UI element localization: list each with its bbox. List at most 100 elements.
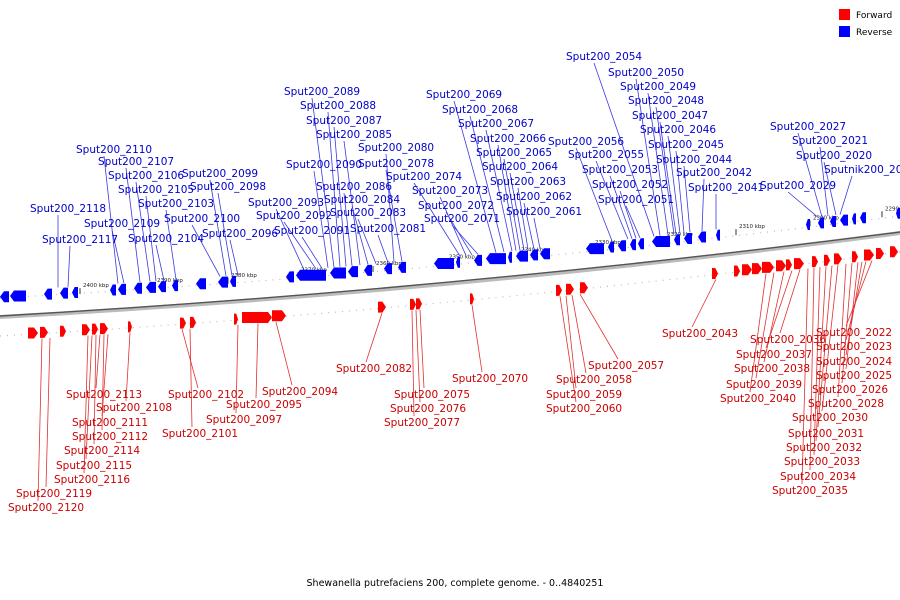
gene-arrow (384, 263, 392, 275)
reverse-gene-label: Sput200_2109 (84, 218, 160, 230)
gene-arrow (196, 278, 206, 290)
gene-arrow (716, 229, 720, 241)
gene-arrow (652, 236, 670, 248)
forward-gene-label: Sput200_2115 (56, 460, 132, 472)
forward-gene-label: Sput200_2111 (72, 417, 148, 429)
forward-leader-line (755, 272, 775, 379)
reverse-leader-line (229, 239, 239, 276)
gene-arrow (146, 281, 156, 293)
reverse-gene-label: Sput200_2069 (426, 89, 502, 101)
gene-arrow (82, 324, 90, 336)
gene-arrow (630, 239, 636, 251)
forward-leader-line (841, 263, 853, 384)
reverse-gene-label: Sput200_2061 (506, 206, 582, 218)
reverse-gene-label: Sput200_2105 (118, 184, 194, 196)
forward-leader-line (837, 263, 847, 398)
scale-tick-label: 2320 kbp (667, 232, 693, 238)
reverse-leader-line (839, 175, 853, 215)
forward-leader-line (813, 267, 821, 456)
legend-forward-swatch (839, 9, 850, 20)
reverse-gene-label: Sput200_2050 (608, 67, 684, 79)
reverse-leader-line (823, 161, 837, 216)
gene-arrow (434, 258, 454, 270)
forward-leader-line (85, 335, 93, 460)
reverse-leader-line (343, 140, 361, 266)
gene-arrow (776, 260, 786, 272)
reverse-gene-label: Sput200_2041 (688, 182, 764, 194)
gene-arrow (410, 298, 416, 310)
reverse-leader-line (503, 158, 521, 251)
forward-gene-label: Sput200_2076 (390, 403, 466, 415)
gene-arrow (712, 267, 718, 279)
forward-leader-line (763, 271, 785, 363)
gene-arrow (348, 266, 358, 278)
forward-leader-line (411, 310, 415, 417)
forward-leader-line (101, 334, 105, 431)
forward-leader-line (95, 334, 101, 389)
reverse-gene-label: Sput200_2081 (350, 223, 426, 235)
reverse-gene-label: Sput200_2048 (628, 95, 704, 107)
gene-arrow (92, 323, 98, 335)
reverse-gene-label: Sput200_2118 (30, 203, 106, 215)
reverse-leader-line (453, 100, 497, 253)
scale-tick-label: 2390 kbp (157, 278, 183, 284)
gene-features (0, 207, 900, 339)
gene-arrow (824, 254, 830, 266)
reverse-leader-line (327, 111, 341, 267)
reverse-gene-label: Sput200_2099 (182, 168, 258, 180)
forward-leader-line (571, 294, 587, 374)
scale-tick-label: 2400 kbp (83, 283, 109, 289)
reverse-leader-line (283, 221, 317, 270)
reverse-gene-label: Sput200_2093 (248, 197, 324, 209)
gene-arrow (638, 238, 644, 250)
reverse-leader-line (469, 115, 505, 252)
gene-arrow (896, 207, 900, 219)
forward-gene-label: Sput200_2039 (726, 379, 802, 391)
reverse-gene-label: Sput200_2066 (470, 133, 546, 145)
reverse-gene-label: Sput200_2052 (592, 179, 668, 191)
reverse-gene-label: Sput200_2090 (286, 159, 362, 171)
forward-gene-label: Sput200_2037 (736, 349, 812, 361)
gene-arrow (508, 251, 512, 263)
gene-arrow (742, 264, 752, 276)
gene-arrow (864, 249, 874, 261)
gene-arrow (378, 301, 386, 313)
reverse-gene-label: Sput200_2029 (760, 180, 836, 192)
gene-arrow (530, 249, 538, 261)
legend-reverse-swatch (839, 26, 850, 37)
scale-tick-label: 2330 kbp (595, 240, 621, 246)
gene-arrow (762, 261, 774, 273)
gene-arrow (890, 246, 898, 258)
scale-tick-label: 2350 kbp (449, 254, 475, 260)
gene-arrow (230, 275, 236, 287)
reverse-leader-line (165, 209, 177, 280)
reverse-leader-line (497, 144, 517, 251)
reverse-leader-line (351, 205, 369, 265)
forward-gene-label: Sput200_2075 (394, 389, 470, 401)
gene-arrow (398, 261, 406, 273)
gene-arrow (60, 287, 68, 299)
reverse-leader-line (67, 245, 71, 287)
gene-arrow (134, 282, 142, 294)
forward-gene-label: Sput200_2077 (384, 417, 460, 429)
reverse-leader-line (683, 165, 691, 233)
backbone-line (0, 231, 900, 317)
forward-leader-line (565, 295, 577, 389)
forward-leader-line (471, 304, 483, 373)
gene-arrow (190, 316, 196, 328)
forward-leader-line (821, 264, 839, 412)
reverse-leader-line (191, 224, 221, 277)
genome-caption: Shewanella putrefaciens 200, complete ge… (307, 578, 604, 589)
gene-arrow (456, 256, 460, 268)
gene-arrow (242, 312, 272, 324)
forward-gene-label: Sput200_2034 (780, 471, 856, 483)
scale-tick-label: 2300 kbp (813, 215, 839, 221)
gene-arrow (674, 234, 680, 246)
gene-arrow (540, 248, 550, 260)
gene-arrow (566, 283, 574, 295)
reverse-gene-label: Sput200_2072 (418, 200, 494, 212)
reverse-leader-line (343, 192, 353, 266)
forward-leader-line (45, 338, 51, 488)
gene-arrow (118, 283, 126, 295)
